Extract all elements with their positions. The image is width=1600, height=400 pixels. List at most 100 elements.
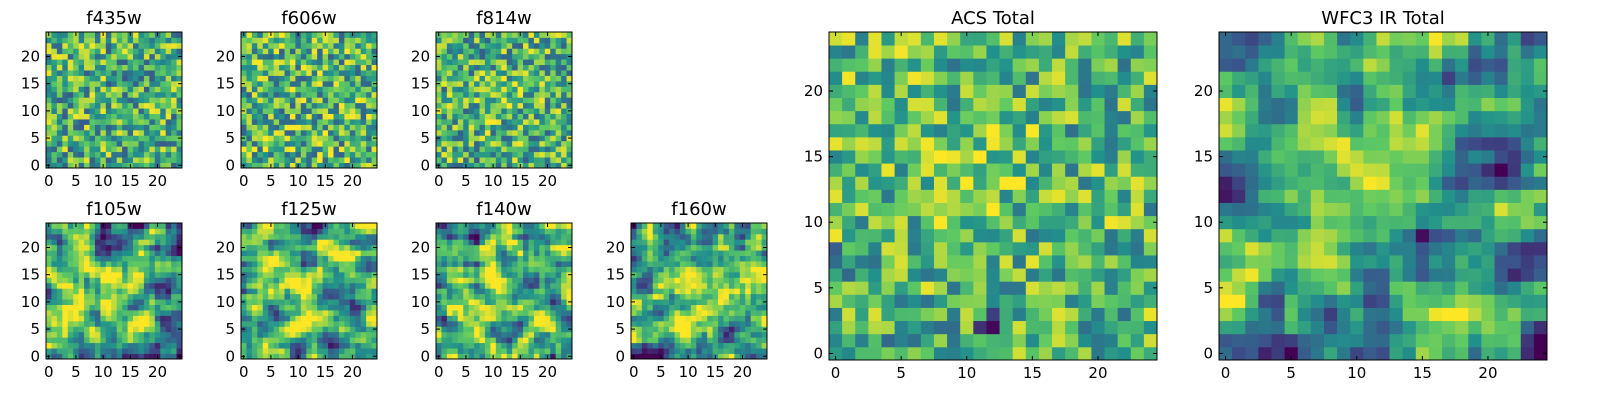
- heatmap-cell: [105, 255, 112, 262]
- heatmap-cell: [1130, 333, 1145, 348]
- heatmap-cell: [685, 315, 692, 322]
- heatmap-cell: [463, 75, 470, 82]
- heatmap-cell: [446, 129, 453, 136]
- heatmap-cell: [333, 119, 340, 125]
- heatmap-cell: [62, 37, 69, 44]
- heatmap-cell: [506, 239, 513, 246]
- heatmap-cell: [690, 228, 697, 235]
- y-tick-label: 0: [615, 347, 625, 365]
- heatmap-cell: [366, 135, 372, 142]
- heatmap-cell: [105, 124, 112, 131]
- heatmap-cell: [111, 140, 118, 147]
- heatmap-cell: [371, 75, 378, 82]
- heatmap-cell: [333, 293, 340, 300]
- heatmap-cell: [501, 326, 508, 333]
- heatmap-cell: [452, 261, 459, 267]
- heatmap-cell: [349, 113, 356, 120]
- heatmap-cell: [484, 119, 491, 125]
- heatmap-cell: [46, 113, 52, 120]
- heatmap-cell: [241, 233, 247, 240]
- heatmap-cell: [745, 223, 752, 229]
- heatmap-cell: [349, 228, 356, 235]
- heatmap-cell: [506, 299, 513, 305]
- heatmap-cell: [652, 331, 659, 338]
- heatmap-cell: [322, 271, 329, 278]
- heatmap-cell: [51, 97, 58, 104]
- heatmap-cell: [105, 223, 112, 229]
- heatmap-cell: [322, 157, 329, 163]
- heatmap-cell: [495, 228, 502, 235]
- heatmap-cell: [718, 271, 724, 278]
- heatmap-cell: [1091, 346, 1105, 361]
- heatmap-cell: [338, 255, 345, 262]
- heatmap-cell: [452, 140, 459, 147]
- heatmap-cell: [446, 162, 453, 169]
- heatmap-cell: [446, 151, 453, 158]
- heatmap-cell: [322, 102, 329, 109]
- heatmap-cell: [495, 261, 502, 267]
- heatmap-cell: [122, 299, 128, 305]
- heatmap-cell: [279, 86, 285, 93]
- heatmap-cell: [528, 282, 535, 289]
- heatmap-cell: [111, 228, 118, 235]
- heatmap-cell: [78, 353, 85, 360]
- heatmap-cell: [452, 233, 459, 240]
- heatmap-cell: [855, 333, 869, 348]
- heatmap-cell: [436, 102, 442, 109]
- heatmap-cell: [273, 223, 280, 229]
- heatmap-cell: [257, 266, 264, 273]
- heatmap-cell: [67, 80, 74, 87]
- heatmap-cell: [154, 293, 161, 300]
- heatmap-cell: [745, 326, 752, 333]
- heatmap-cell: [685, 228, 692, 235]
- heatmap-cell: [728, 348, 735, 354]
- heatmap-cell: [149, 233, 156, 240]
- heatmap-cell: [479, 353, 486, 360]
- heatmap-cell: [300, 53, 307, 60]
- heatmap-cell: [322, 320, 329, 327]
- heatmap-cell: [355, 91, 362, 98]
- heatmap-cell: [463, 261, 470, 267]
- heatmap-cell: [441, 75, 448, 82]
- heatmap-cell: [474, 124, 480, 131]
- x-tick-label: 20: [343, 363, 362, 381]
- heatmap-cell: [696, 348, 703, 354]
- heatmap-cell: [284, 342, 291, 349]
- heatmap-cell: [349, 91, 356, 98]
- heatmap-cell: [479, 337, 486, 344]
- heatmap-cell: [295, 124, 302, 131]
- heatmap-cell: [523, 342, 529, 349]
- heatmap-cell: [143, 326, 150, 333]
- heatmap-cell: [723, 277, 730, 284]
- heatmap-cell: [647, 233, 654, 240]
- y-tick-label: 15: [606, 266, 625, 284]
- heatmap-cell: [463, 80, 470, 87]
- heatmap-cell: [262, 331, 269, 338]
- heatmap-cell: [1117, 294, 1132, 308]
- heatmap-cell: [641, 239, 648, 246]
- heatmap-cell: [561, 32, 567, 38]
- heatmap-cell: [289, 37, 296, 44]
- heatmap-cell: [154, 119, 161, 125]
- heatmap-cell: [533, 277, 540, 284]
- heatmap-cell: [284, 223, 291, 229]
- heatmap-cell: [295, 261, 302, 267]
- heatmap-cell: [160, 140, 167, 147]
- heatmap-cell: [160, 239, 167, 246]
- heatmap-cell: [745, 348, 752, 354]
- heatmap-cell: [138, 113, 145, 120]
- heatmap-cell: [67, 299, 74, 305]
- heatmap-cell: [539, 102, 546, 109]
- heatmap-cell: [122, 353, 128, 360]
- heatmap-cell: [544, 271, 551, 278]
- heatmap-cell: [116, 135, 123, 142]
- heatmap-cell: [333, 32, 340, 38]
- heatmap-cell: [311, 326, 318, 333]
- heatmap-cell: [116, 91, 123, 98]
- heatmap-cell: [474, 223, 480, 229]
- heatmap-cell: [360, 228, 367, 235]
- heatmap-cell: [51, 337, 58, 344]
- heatmap-cell: [366, 37, 372, 44]
- heatmap-cell: [160, 75, 167, 82]
- heatmap-cell: [149, 151, 156, 158]
